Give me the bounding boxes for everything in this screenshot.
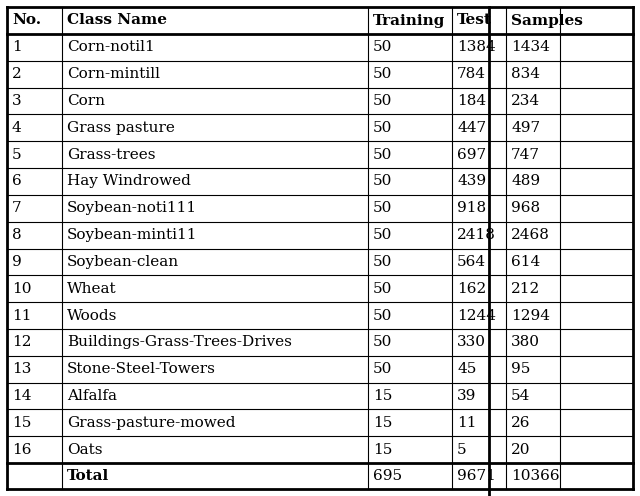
Text: 489: 489: [511, 175, 540, 188]
Text: Grass-trees: Grass-trees: [67, 148, 156, 162]
Text: 50: 50: [373, 201, 392, 215]
Text: Total: Total: [67, 469, 109, 483]
Text: 2418: 2418: [457, 228, 496, 242]
Text: 1434: 1434: [511, 40, 550, 55]
Text: 1294: 1294: [511, 309, 550, 322]
Text: Hay Windrowed: Hay Windrowed: [67, 175, 191, 188]
Text: Soybean-minti11: Soybean-minti11: [67, 228, 198, 242]
Text: Stone-Steel-Towers: Stone-Steel-Towers: [67, 362, 216, 376]
Text: 14: 14: [12, 389, 31, 403]
Text: 50: 50: [373, 94, 392, 108]
Text: 968: 968: [511, 201, 540, 215]
Text: Wheat: Wheat: [67, 282, 116, 296]
Text: 50: 50: [373, 362, 392, 376]
Text: Alfalfa: Alfalfa: [67, 389, 117, 403]
Text: 184: 184: [457, 94, 486, 108]
Text: 2: 2: [12, 67, 22, 81]
Text: 26: 26: [511, 416, 531, 430]
Text: 697: 697: [457, 148, 486, 162]
Text: Soybean-clean: Soybean-clean: [67, 255, 179, 269]
Text: 162: 162: [457, 282, 486, 296]
Text: No.: No.: [12, 13, 41, 27]
Text: 834: 834: [511, 67, 540, 81]
Text: 380: 380: [511, 335, 540, 349]
Text: Soybean-noti111: Soybean-noti111: [67, 201, 197, 215]
Text: 9671: 9671: [457, 469, 496, 483]
Text: 54: 54: [511, 389, 531, 403]
Text: 8: 8: [12, 228, 22, 242]
Text: 95: 95: [511, 362, 531, 376]
Text: 1384: 1384: [457, 40, 496, 55]
Text: Grass pasture: Grass pasture: [67, 121, 175, 135]
Text: 234: 234: [511, 94, 540, 108]
Text: 212: 212: [511, 282, 540, 296]
Text: 15: 15: [373, 416, 392, 430]
Text: 439: 439: [457, 175, 486, 188]
Text: 12: 12: [12, 335, 31, 349]
Text: Oats: Oats: [67, 442, 102, 457]
Text: 614: 614: [511, 255, 540, 269]
Text: 15: 15: [373, 442, 392, 457]
Text: 4: 4: [12, 121, 22, 135]
Text: 747: 747: [511, 148, 540, 162]
Text: 9: 9: [12, 255, 22, 269]
Text: Corn-mintill: Corn-mintill: [67, 67, 160, 81]
Text: 50: 50: [373, 121, 392, 135]
Text: 497: 497: [511, 121, 540, 135]
Text: 695: 695: [373, 469, 402, 483]
Text: Grass-pasture-mowed: Grass-pasture-mowed: [67, 416, 236, 430]
Text: 1244: 1244: [457, 309, 496, 322]
Text: 50: 50: [373, 282, 392, 296]
Text: 3: 3: [12, 94, 22, 108]
Text: 2468: 2468: [511, 228, 550, 242]
Text: 50: 50: [373, 148, 392, 162]
Text: 20: 20: [511, 442, 531, 457]
Text: Samples: Samples: [511, 13, 583, 27]
Text: 10366: 10366: [511, 469, 559, 483]
Text: 50: 50: [373, 309, 392, 322]
Text: 11: 11: [12, 309, 31, 322]
Text: Class Name: Class Name: [67, 13, 167, 27]
Text: 45: 45: [457, 362, 476, 376]
Text: 10: 10: [12, 282, 31, 296]
Text: 15: 15: [373, 389, 392, 403]
Text: 564: 564: [457, 255, 486, 269]
Text: 330: 330: [457, 335, 486, 349]
Text: 447: 447: [457, 121, 486, 135]
Text: 784: 784: [457, 67, 486, 81]
Text: 50: 50: [373, 335, 392, 349]
Text: Test: Test: [457, 13, 492, 27]
Text: Corn-notil1: Corn-notil1: [67, 40, 155, 55]
Text: 1: 1: [12, 40, 22, 55]
Text: 50: 50: [373, 228, 392, 242]
Text: 11: 11: [457, 416, 477, 430]
Text: 50: 50: [373, 255, 392, 269]
Text: 7: 7: [12, 201, 22, 215]
Text: Corn: Corn: [67, 94, 105, 108]
Text: 6: 6: [12, 175, 22, 188]
Text: 5: 5: [12, 148, 22, 162]
Text: 50: 50: [373, 175, 392, 188]
Text: 15: 15: [12, 416, 31, 430]
Text: Buildings-Grass-Trees-Drives: Buildings-Grass-Trees-Drives: [67, 335, 292, 349]
Text: Woods: Woods: [67, 309, 117, 322]
Text: 918: 918: [457, 201, 486, 215]
Text: 13: 13: [12, 362, 31, 376]
Text: Training: Training: [373, 13, 445, 27]
Text: 16: 16: [12, 442, 31, 457]
Text: 39: 39: [457, 389, 476, 403]
Text: 50: 50: [373, 40, 392, 55]
Text: 5: 5: [457, 442, 467, 457]
Text: 50: 50: [373, 67, 392, 81]
